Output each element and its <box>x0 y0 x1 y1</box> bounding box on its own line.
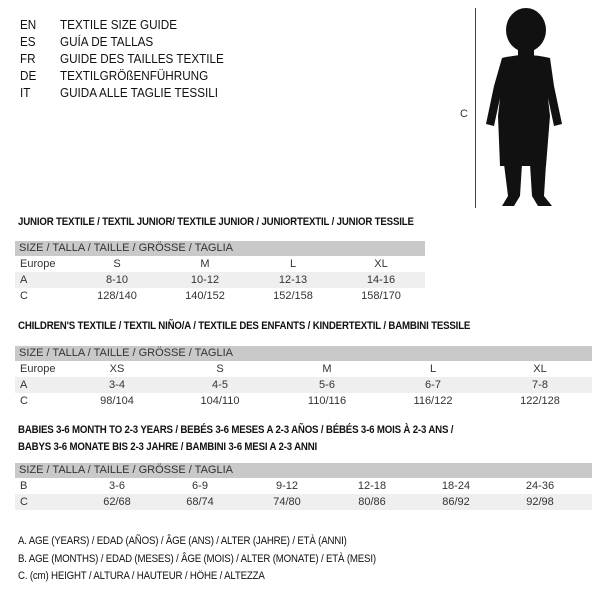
cell: L <box>289 258 297 270</box>
lang-title: TEXTILGRÖßENFÜHRUNG <box>60 68 209 83</box>
cell: 7-8 <box>532 379 548 391</box>
cell: 5-6 <box>319 379 335 391</box>
babies-size-table: SIZE / TALLA / TAILLE / GRÖSSE / TAGLIA … <box>15 463 592 510</box>
cell: 10-12 <box>190 274 220 286</box>
cell: 158/170 <box>361 290 401 302</box>
children-size-table: SIZE / TALLA / TAILLE / GRÖSSE / TAGLIA … <box>15 346 592 409</box>
size-header: SIZE / TALLA / TAILLE / GRÖSSE / TAGLIA <box>15 241 425 256</box>
cell: S <box>113 258 121 270</box>
cell: 18-24 <box>441 480 471 492</box>
table-row: C 128/140 140/152 152/158 158/170 <box>15 288 425 304</box>
row-label: C <box>20 496 28 508</box>
lang-title: GUIDA ALLE TAGLIE TESSILI <box>60 85 219 100</box>
cell: 86/92 <box>442 496 470 508</box>
cell: 14-16 <box>366 274 396 286</box>
cell: 110/116 <box>307 395 347 407</box>
table-row: B 3-6 6-9 9-12 12-18 18-24 24-36 <box>15 478 592 494</box>
cell: 122/128 <box>520 395 560 407</box>
lang-title: GUIDE DES TAILLES TEXTILE <box>60 51 224 66</box>
cell: XS <box>109 363 125 375</box>
cell: 116/122 <box>413 395 453 407</box>
legend-item: C. (cm) HEIGHT / ALTURA / HAUTEUR / HÖHE… <box>18 570 265 582</box>
cell: 6-9 <box>192 480 208 492</box>
cell: 80/86 <box>358 496 386 508</box>
table-row: C 98/104 104/110 110/116 116/122 122/128 <box>15 393 592 409</box>
cell: 140/152 <box>185 290 225 302</box>
row-label: Europe <box>20 363 56 375</box>
lang-title: GUÍA DE TALLAS <box>60 34 154 49</box>
cell: 128/140 <box>97 290 137 302</box>
cell: S <box>216 363 224 375</box>
cell: 12-13 <box>278 274 308 286</box>
measure-label: C <box>460 108 468 120</box>
table-row: C 62/68 68/74 74/80 80/86 86/92 92/98 <box>15 494 592 510</box>
cell: XL <box>533 363 547 375</box>
cell: 104/110 <box>200 395 240 407</box>
cell: 62/68 <box>103 496 131 508</box>
row-label: C <box>20 290 28 302</box>
cell: 74/80 <box>273 496 301 508</box>
lang-code: ES <box>20 34 36 49</box>
cell: M <box>322 363 332 375</box>
cell: L <box>429 363 437 375</box>
cell: 12-18 <box>357 480 387 492</box>
babies-title-line1: BABIES 3-6 MONTH TO 2-3 YEARS / BEBÉS 3-… <box>18 424 454 436</box>
lang-code: EN <box>20 17 37 32</box>
lang-title: TEXTILE SIZE GUIDE <box>60 17 178 32</box>
cell: 68/74 <box>186 496 214 508</box>
cell: 3-4 <box>109 379 125 391</box>
cell: 3-6 <box>109 480 125 492</box>
row-label: C <box>20 395 28 407</box>
legend-item: B. AGE (MONTHS) / EDAD (MESES) / ÂGE (MO… <box>18 553 376 565</box>
cell: 98/104 <box>100 395 134 407</box>
legend-item: A. AGE (YEARS) / EDAD (AÑOS) / ÂGE (ANS)… <box>18 535 347 547</box>
cell: 4-5 <box>212 379 228 391</box>
lang-code: DE <box>20 68 37 83</box>
table-row: A 3-4 4-5 5-6 6-7 7-8 <box>15 377 592 393</box>
child-silhouette-icon <box>486 8 562 206</box>
junior-title: JUNIOR TEXTILE / TEXTIL JUNIOR/ TEXTILE … <box>18 216 414 228</box>
cell: 152/158 <box>273 290 313 302</box>
height-measure-line <box>475 8 476 208</box>
table-row: Europe S M L XL <box>15 256 425 272</box>
babies-title-line2: BABYS 3-6 MONATE BIS 2-3 JAHRE / BAMBINI… <box>18 441 318 453</box>
row-label: A <box>20 379 28 391</box>
children-title: CHILDREN'S TEXTILE / TEXTIL NIÑO/A / TEX… <box>18 320 471 332</box>
cell: 9-12 <box>275 480 299 492</box>
lang-code: FR <box>20 51 36 66</box>
size-header: SIZE / TALLA / TAILLE / GRÖSSE / TAGLIA <box>15 346 592 361</box>
cell: 24-36 <box>525 480 555 492</box>
row-label: A <box>20 274 28 286</box>
cell: XL <box>374 258 388 270</box>
table-row: A 8-10 10-12 12-13 14-16 <box>15 272 425 288</box>
table-row: Europe XS S M L XL <box>15 361 592 377</box>
row-label: Europe <box>20 258 56 270</box>
lang-code: IT <box>20 85 31 100</box>
cell: 8-10 <box>105 274 129 286</box>
size-header: SIZE / TALLA / TAILLE / GRÖSSE / TAGLIA <box>15 463 592 478</box>
row-label: B <box>20 480 28 492</box>
cell: 6-7 <box>425 379 441 391</box>
cell: 92/98 <box>526 496 554 508</box>
junior-size-table: SIZE / TALLA / TAILLE / GRÖSSE / TAGLIA … <box>15 241 425 304</box>
cell: M <box>200 258 210 270</box>
